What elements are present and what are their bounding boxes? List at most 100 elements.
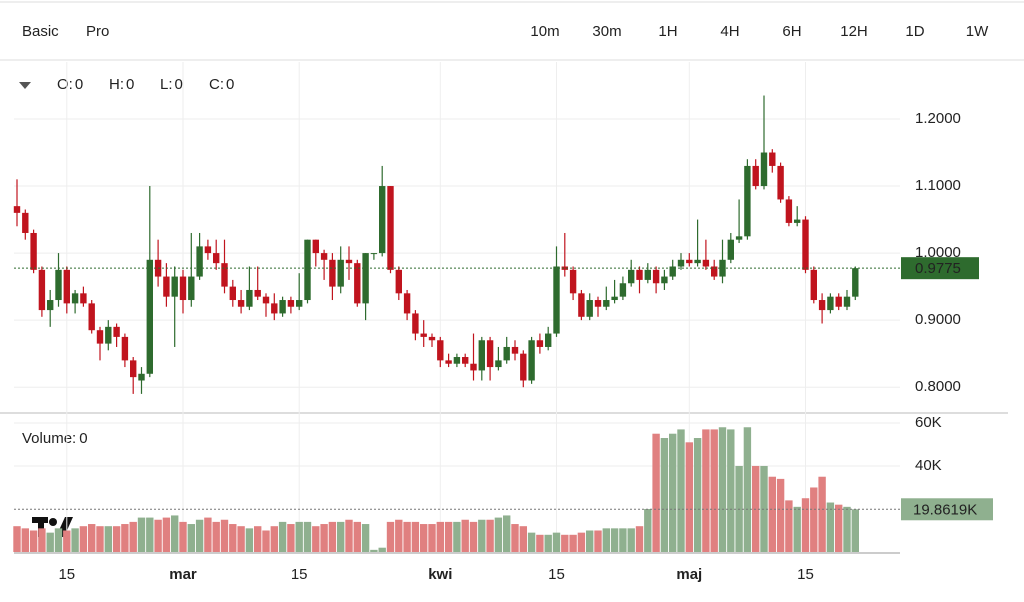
interval-button[interactable]: 1D — [905, 23, 924, 40]
candle-body — [105, 326, 112, 344]
candle-body — [379, 186, 386, 254]
volume-bar — [453, 521, 461, 552]
volume-bar — [768, 476, 776, 552]
volume-bar — [594, 530, 602, 552]
volume-bar — [511, 524, 519, 552]
candle-body — [171, 276, 178, 297]
interval-button[interactable]: 1W — [966, 23, 989, 40]
interval-button[interactable]: 12H — [840, 23, 868, 40]
candle-body — [63, 269, 70, 304]
volume-bar — [577, 532, 586, 552]
candle-body — [569, 269, 577, 294]
volume-bar — [544, 534, 552, 552]
volume-bar — [237, 526, 245, 552]
volume-bar — [187, 524, 195, 552]
candle-body — [561, 266, 568, 270]
volume-bar — [810, 487, 818, 552]
tab[interactable]: Pro — [86, 23, 109, 40]
volume-bar — [295, 521, 303, 552]
y-tick-label: 1.1000 — [915, 177, 961, 194]
candle-body — [503, 346, 510, 361]
volume-bar — [229, 524, 237, 552]
volume-bar — [652, 433, 660, 552]
volume-bar — [96, 526, 104, 552]
candle-body — [495, 360, 502, 368]
candle-body — [237, 300, 245, 307]
volume-bar — [561, 534, 569, 552]
candle-body — [611, 296, 618, 301]
interval-button[interactable]: 10m — [530, 23, 559, 40]
volume-bar — [469, 521, 478, 552]
candle-body — [486, 340, 494, 368]
candle-body — [777, 165, 784, 200]
volume-bar — [569, 534, 577, 552]
volume-bar — [785, 500, 793, 552]
candle-body — [221, 263, 228, 287]
candle-body — [55, 269, 62, 301]
candle-body — [279, 300, 286, 314]
last-price-label: 0.9775 — [915, 260, 961, 277]
candle-body — [337, 259, 344, 287]
y-tick-label: 0.9000 — [915, 311, 961, 328]
volume-bar — [486, 519, 494, 552]
candle-body — [163, 276, 170, 297]
legend-label: O: — [57, 76, 73, 93]
volume-bar — [818, 476, 826, 552]
volume-bar — [519, 526, 527, 552]
volume-bar — [171, 515, 179, 552]
interval-button[interactable]: 6H — [782, 23, 801, 40]
candle-body — [271, 303, 278, 314]
volume-bar — [195, 519, 204, 552]
interval-button[interactable]: 1H — [658, 23, 677, 40]
candle-body — [71, 293, 79, 304]
candle-body — [644, 269, 651, 280]
volume-bar — [851, 509, 859, 552]
candle-body — [453, 357, 461, 364]
volume-bar — [337, 521, 345, 552]
volume-bar — [63, 530, 71, 552]
volume-bar — [46, 532, 54, 552]
candle-body — [478, 340, 485, 371]
tab[interactable]: Basic — [22, 23, 59, 40]
candle-body — [121, 336, 129, 361]
candle-body — [677, 259, 685, 267]
volume-bar — [303, 521, 312, 552]
volume-bar — [386, 521, 395, 552]
x-tick-label: 15 — [58, 566, 75, 583]
volume-bar — [619, 528, 627, 552]
volume-bar — [436, 521, 444, 552]
volume-bar — [220, 519, 229, 552]
volume-bar — [129, 521, 137, 552]
legend-toggle[interactable] — [19, 82, 31, 89]
volume-bar — [552, 532, 561, 552]
volume-bar — [478, 519, 486, 552]
legend-label: L: — [160, 76, 173, 93]
volume-bar — [287, 524, 295, 552]
legend-value: 0 — [126, 76, 134, 93]
interval-button[interactable]: 4H — [720, 23, 739, 40]
candle-body — [852, 268, 859, 297]
y-tick-label: 0.8000 — [915, 378, 961, 395]
volume-bar — [403, 521, 411, 552]
candle-body — [296, 300, 303, 307]
candle-body — [312, 239, 319, 254]
candle-body — [686, 259, 693, 264]
y-tick-label: 1.0000 — [915, 244, 961, 261]
volume-bar — [527, 532, 536, 552]
candle-body — [204, 246, 212, 254]
candle-body — [437, 340, 444, 361]
volume-bar — [444, 521, 453, 552]
last-price-box — [901, 257, 979, 280]
candle-body — [636, 269, 643, 280]
volume-bar — [112, 526, 121, 552]
volume-bar — [262, 530, 270, 552]
x-tick-label: kwi — [428, 566, 452, 583]
candle-body — [320, 253, 328, 260]
volume-bar — [702, 429, 710, 552]
candle-body — [578, 293, 585, 317]
interval-button[interactable]: 30m — [592, 23, 621, 40]
candle-body — [262, 296, 270, 304]
candle-body — [113, 326, 120, 337]
x-tick-label: 15 — [548, 566, 565, 583]
legend-value: 0 — [175, 76, 183, 93]
